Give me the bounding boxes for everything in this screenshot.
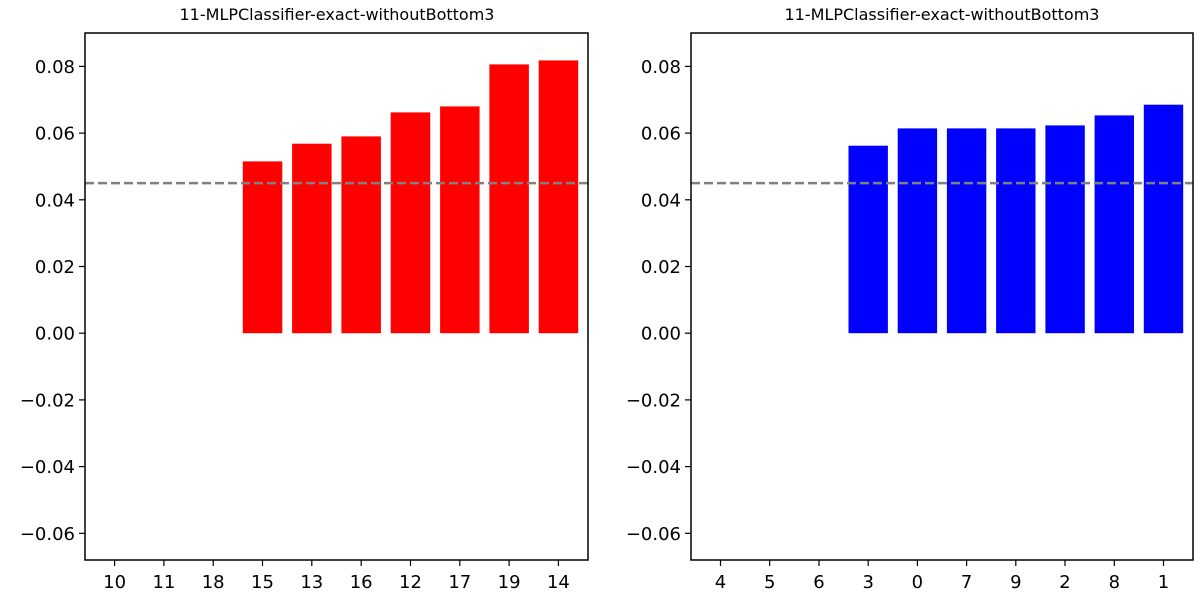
y-tick-label: 0.06 <box>35 124 75 145</box>
bar-2 <box>1045 125 1085 334</box>
x-tick-label: 4 <box>715 572 726 593</box>
bar-9 <box>996 128 1036 334</box>
y-tick-label: 0.04 <box>641 190 681 211</box>
y-tick-label: −0.04 <box>626 457 681 478</box>
x-tick-label: 14 <box>547 572 570 593</box>
y-tick-label: 0.00 <box>35 324 75 345</box>
y-tick-label: 0.08 <box>35 57 75 78</box>
bar-15 <box>242 161 283 334</box>
y-tick-label: −0.04 <box>20 457 75 478</box>
x-tick-label: 5 <box>764 572 775 593</box>
chart-title: 11-MLPClassifier-exact-withoutBottom3 <box>785 5 1100 24</box>
x-tick-label: 15 <box>251 572 274 593</box>
x-tick-label: 16 <box>350 572 373 593</box>
x-tick-label: 13 <box>300 572 323 593</box>
y-tick-label: 0.02 <box>35 257 75 278</box>
y-tick-label: −0.02 <box>626 390 681 411</box>
y-tick-label: 0.06 <box>641 124 681 145</box>
y-tick-label: −0.02 <box>20 390 75 411</box>
x-tick-label: 18 <box>202 572 225 593</box>
bar-16 <box>341 136 381 334</box>
x-tick-label: 3 <box>862 572 873 593</box>
x-tick-label: 19 <box>498 572 521 593</box>
bar-7 <box>946 128 987 334</box>
y-tick-label: −0.06 <box>20 524 75 545</box>
bar-13 <box>292 143 332 334</box>
x-tick-label: 9 <box>1010 572 1021 593</box>
y-tick-label: 0.04 <box>35 190 75 211</box>
bar-12 <box>390 112 431 334</box>
x-tick-label: 6 <box>813 572 824 593</box>
bar-0 <box>897 128 938 334</box>
bar-19 <box>489 64 529 334</box>
x-tick-label: 8 <box>1109 572 1120 593</box>
chart-panel-left: 11-MLPClassifier-exact-withoutBottom3 −0… <box>20 5 589 593</box>
y-tick-label: 0.00 <box>641 324 681 345</box>
x-tick-label: 2 <box>1059 572 1070 593</box>
chart-panel-right: 11-MLPClassifier-exact-withoutBottom3 −0… <box>626 5 1194 593</box>
x-tick-label: 12 <box>399 572 422 593</box>
axes-frame <box>84 32 589 561</box>
bar-17 <box>440 106 480 334</box>
bar-14 <box>538 60 579 334</box>
x-tick-label: 7 <box>961 572 972 593</box>
bar-8 <box>1094 115 1134 334</box>
y-tick-label: 0.02 <box>641 257 681 278</box>
x-tick-label: 0 <box>912 572 923 593</box>
x-tick-label: 10 <box>103 572 126 593</box>
chart-title: 11-MLPClassifier-exact-withoutBottom3 <box>180 5 495 24</box>
bar-1 <box>1143 104 1184 334</box>
axes-frame <box>690 32 1194 561</box>
x-tick-label: 11 <box>152 572 175 593</box>
x-tick-label: 1 <box>1158 572 1169 593</box>
y-tick-label: −0.06 <box>626 524 681 545</box>
y-tick-label: 0.08 <box>641 57 681 78</box>
x-tick-label: 17 <box>448 572 471 593</box>
bar-3 <box>848 145 888 334</box>
